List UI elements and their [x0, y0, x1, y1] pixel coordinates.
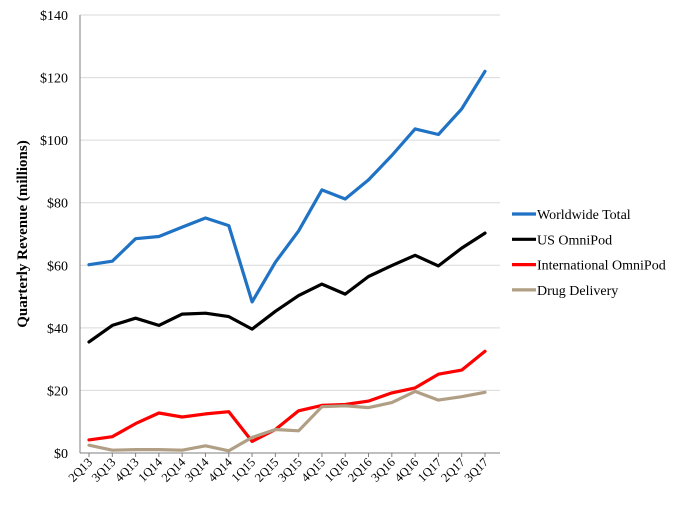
- y-tick-label: $20: [47, 384, 68, 399]
- x-tick-label: 2Q14: [159, 455, 189, 485]
- series-lines: [87, 69, 487, 453]
- x-tick-label: 4Q16: [392, 455, 422, 485]
- x-tick-label: 3Q17: [462, 455, 492, 485]
- y-tick-label: $120: [40, 72, 68, 87]
- series-line-drug-delivery: [87, 389, 487, 453]
- y-tick-label: $80: [47, 197, 68, 212]
- grid-lines: [80, 14, 500, 391]
- x-tick-label: 4Q13: [112, 455, 142, 485]
- legend-label-us-omnipod: US OmniPod: [537, 233, 612, 248]
- x-tick-label: 3Q16: [368, 455, 398, 485]
- x-tick-label: 1Q17: [415, 455, 445, 485]
- x-tick-label: 1Q15: [229, 455, 259, 485]
- y-tick-label: $40: [47, 322, 68, 337]
- series-line-international-omnipod: [87, 349, 487, 443]
- series-line-us-omnipod: [87, 231, 487, 344]
- legend-label-drug-delivery: Drug Delivery: [537, 284, 618, 299]
- y-tick-label: $0: [54, 447, 68, 462]
- x-tick-label: 1Q14: [135, 455, 165, 485]
- x-tick-label: 2Q15: [252, 455, 282, 485]
- y-axis-label: Quarterly Revenue (millions): [15, 140, 31, 327]
- y-axis-ticks: $0 $20 $40 $60 $80 $100 $120 $140: [40, 9, 68, 462]
- legend: Worldwide Total US OmniPod International O…: [512, 208, 666, 299]
- x-tick-label: 2Q16: [345, 455, 375, 485]
- y-tick-label: $60: [47, 259, 68, 274]
- x-tick-label: 3Q13: [89, 455, 119, 485]
- y-tick-label: $140: [40, 9, 68, 24]
- x-axis-ticks: 2Q133Q134Q131Q142Q143Q144Q141Q152Q153Q15…: [66, 453, 492, 485]
- x-tick-label: 2Q17: [438, 455, 468, 485]
- legend-label-worldwide-total: Worldwide Total: [537, 208, 631, 223]
- x-tick-label: 4Q14: [205, 455, 235, 485]
- x-tick-label: 3Q14: [182, 455, 212, 485]
- legend-label-international-omnipod: International OmniPod: [537, 259, 666, 274]
- y-tick-label: $100: [40, 134, 68, 149]
- x-tick-label: 1Q16: [322, 455, 352, 485]
- x-tick-label: 3Q15: [275, 455, 305, 485]
- series-line-worldwide-total: [87, 69, 487, 304]
- x-tick-label: 2Q13: [66, 455, 96, 485]
- x-tick-label: 4Q15: [299, 455, 329, 485]
